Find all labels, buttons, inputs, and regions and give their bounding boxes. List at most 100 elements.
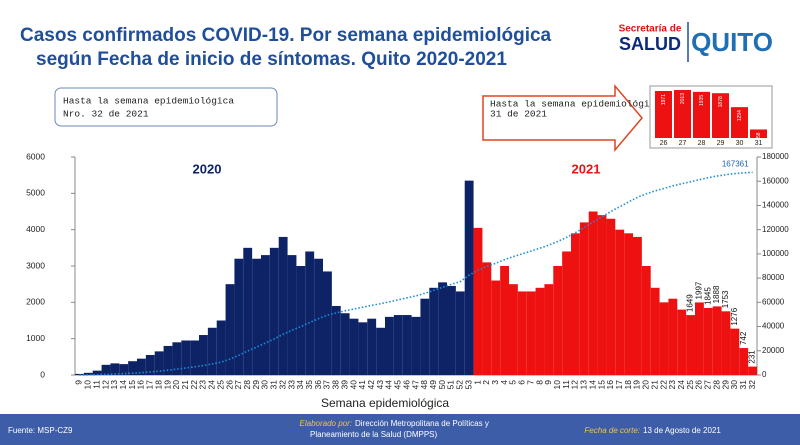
- x-tick-label: 45: [393, 380, 403, 390]
- x-tick-label: 11: [91, 380, 101, 389]
- x-tick-label: 19: [162, 380, 172, 390]
- y2-tick-label: 160000: [762, 176, 789, 185]
- bar: [712, 306, 722, 375]
- bar: [438, 282, 447, 375]
- x-tick-label: 8: [534, 380, 544, 385]
- x-tick-label: 16: [605, 380, 615, 390]
- inset-value-label: 1878: [718, 96, 724, 107]
- bar: [677, 309, 687, 375]
- value-label: 1753: [721, 290, 730, 308]
- bar: [721, 311, 731, 375]
- year-label: 2021: [572, 161, 601, 176]
- bar: [340, 313, 350, 375]
- value-label: 1845: [703, 287, 712, 305]
- x-tick-label: 13: [109, 380, 119, 390]
- x-tick-label: 37: [322, 380, 332, 390]
- footer-text: Fuente: MSP-CZ9: [8, 426, 73, 435]
- bar: [83, 372, 93, 375]
- y2-tick-label: 80000: [762, 273, 785, 282]
- x-tick-label: 30: [260, 380, 270, 390]
- callout-text: Hasta la semana epidemiológica: [490, 99, 661, 110]
- x-tick-label: 6: [517, 380, 527, 385]
- bar: [92, 370, 102, 375]
- x-tick-label: 4: [499, 380, 509, 385]
- bar: [349, 318, 359, 375]
- y2-tick-label: 180000: [762, 152, 789, 161]
- x-tick-label: 20: [171, 380, 181, 390]
- x-tick-label: 16: [136, 380, 146, 390]
- y-tick-label: 4000: [26, 224, 45, 234]
- x-tick-label: 22: [658, 380, 668, 390]
- bar: [588, 211, 598, 375]
- bar: [323, 271, 332, 375]
- bar: [429, 287, 439, 375]
- bar: [393, 315, 403, 375]
- bar: [207, 327, 217, 375]
- bar: [305, 251, 315, 375]
- x-tick-label: 12: [570, 380, 580, 390]
- note-text: Nro. 32 de 2021: [63, 109, 149, 120]
- callout-arrow: [482, 83, 643, 153]
- x-tick-label: 9: [74, 380, 84, 385]
- bar: [296, 266, 306, 375]
- bar: [553, 266, 563, 375]
- x-tick-label: 24: [207, 380, 217, 390]
- x-tick-label: 18: [623, 380, 633, 390]
- bar: [163, 345, 173, 375]
- x-tick-label: 25: [685, 380, 695, 390]
- inset-value-label: 2013: [680, 93, 686, 104]
- footer-text: 13 de Agosto de 2021: [643, 426, 721, 435]
- logo-text: SALUD: [619, 34, 681, 54]
- x-tick-label: 1: [472, 380, 482, 385]
- x-tick-label: 26: [694, 380, 704, 390]
- x-tick-label: 29: [251, 380, 261, 390]
- year-label: 2020: [193, 161, 222, 176]
- footer-text: Dirección Metropolitana de Políticas y: [355, 419, 489, 428]
- bar: [650, 287, 660, 375]
- x-tick-label: 29: [720, 380, 730, 390]
- x-tick-label: 25: [215, 380, 225, 390]
- bar: [190, 340, 199, 375]
- inset-value-label: 358: [756, 132, 762, 141]
- x-tick-label: 24: [676, 380, 686, 390]
- note-text: Hasta la semana epidemiológica: [63, 96, 234, 107]
- bar: [703, 307, 713, 375]
- x-tick-label: 20: [641, 380, 651, 390]
- x-tick-label: 26: [224, 380, 234, 390]
- bar: [668, 298, 678, 375]
- value-label: 231: [748, 350, 757, 364]
- bar: [420, 298, 430, 375]
- x-tick-label: 52: [455, 380, 465, 390]
- footer-label: Fecha de corte:: [584, 426, 640, 435]
- footer-label: Elaborado por:: [300, 419, 352, 428]
- x-tick-label: 3: [490, 380, 500, 385]
- value-label: 167361: [722, 159, 749, 168]
- bar: [269, 247, 279, 375]
- y-tick-label: 0: [40, 369, 45, 379]
- x-tick-label: 30: [729, 380, 739, 390]
- x-tick-label: 31: [269, 380, 279, 390]
- inset-value-label: 1935: [699, 95, 705, 106]
- bar: [500, 266, 509, 375]
- x-tick-label: 40: [348, 380, 358, 390]
- inset-bar: [731, 107, 748, 138]
- y-tick-label: 1000: [26, 333, 45, 343]
- bar: [615, 229, 625, 375]
- value-label: 1649: [686, 294, 695, 312]
- y-tick-label: 2000: [26, 297, 45, 307]
- x-tick-label: 32: [747, 380, 757, 390]
- x-tick-label: 46: [401, 380, 411, 390]
- x-tick-label: 39: [339, 380, 349, 390]
- cumulative-line: [79, 171, 753, 376]
- title: Casos confirmados COVID-19. Por semana e…: [20, 25, 552, 46]
- x-tick-label: 23: [667, 380, 677, 390]
- x-tick-label: 21: [180, 380, 190, 390]
- inset-x-label: 28: [698, 140, 706, 147]
- x-tick-label: 27: [703, 380, 713, 390]
- bar: [402, 315, 412, 375]
- footer-band: [0, 414, 800, 445]
- logo-text: QUITO: [691, 27, 773, 57]
- bar: [154, 351, 164, 375]
- x-tick-label: 47: [410, 380, 420, 390]
- bar: [571, 233, 580, 375]
